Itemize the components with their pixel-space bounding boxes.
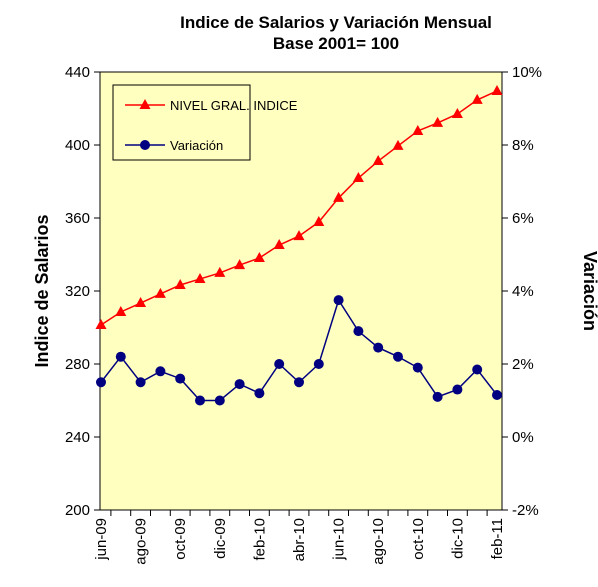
marker bbox=[214, 266, 226, 277]
marker bbox=[135, 297, 147, 308]
x-tick-label: feb-10 bbox=[251, 518, 268, 561]
marker bbox=[95, 318, 107, 329]
y-tick-label: 360 bbox=[65, 210, 90, 227]
legend-marker bbox=[140, 140, 150, 150]
x-tick-label: dic-10 bbox=[449, 518, 466, 559]
y-tick-label: 440 bbox=[65, 64, 90, 81]
y2-axis-title: Variación bbox=[580, 251, 598, 331]
marker bbox=[412, 124, 424, 135]
legend-box bbox=[112, 84, 251, 161]
marker bbox=[96, 377, 106, 388]
marker bbox=[472, 364, 483, 375]
y2-tick-label: 2% bbox=[512, 356, 534, 373]
marker bbox=[234, 259, 246, 270]
y-tick-label: 240 bbox=[65, 429, 90, 446]
legend-label: NIVEL GRAL. INDICE bbox=[170, 98, 298, 113]
marker bbox=[491, 84, 503, 95]
x-tick-label: abr-10 bbox=[291, 518, 308, 561]
marker bbox=[412, 362, 423, 373]
marker bbox=[273, 239, 285, 250]
y2-tick-label: 10% bbox=[512, 64, 542, 81]
y-tick-label: 400 bbox=[65, 137, 90, 154]
x-tick-label: ago-09 bbox=[133, 518, 150, 565]
chart-title: Indice de Salarios y Variación Mensual bbox=[180, 13, 492, 32]
marker bbox=[392, 139, 404, 150]
marker bbox=[293, 230, 305, 241]
marker bbox=[492, 390, 502, 401]
marker bbox=[432, 391, 443, 402]
x-tick-label: jun-10 bbox=[331, 518, 348, 561]
y2-tick-label: 8% bbox=[512, 137, 534, 154]
y-tick-label: 320 bbox=[65, 283, 90, 300]
marker bbox=[333, 191, 345, 202]
y2-tick-label: -2% bbox=[512, 502, 539, 519]
x-tick-label: dic-09 bbox=[212, 518, 229, 559]
marker bbox=[372, 155, 384, 166]
y-tick-label: 200 bbox=[65, 502, 90, 519]
marker bbox=[115, 305, 127, 316]
marker bbox=[194, 272, 206, 283]
marker bbox=[432, 116, 444, 127]
marker bbox=[195, 395, 205, 406]
marker bbox=[471, 93, 483, 104]
marker bbox=[135, 377, 146, 388]
x-tick-label: oct-10 bbox=[410, 518, 427, 560]
marker bbox=[155, 366, 166, 377]
legend-marker bbox=[139, 99, 151, 109]
marker bbox=[234, 379, 245, 390]
y2-tick-label: 6% bbox=[512, 210, 534, 227]
x-tick-label: ago-10 bbox=[370, 518, 387, 565]
x-tick-label: feb-11 bbox=[489, 518, 506, 559]
marker bbox=[175, 373, 186, 384]
marker bbox=[154, 287, 166, 298]
marker bbox=[253, 251, 265, 262]
marker bbox=[393, 351, 403, 362]
y2-tick-label: 0% bbox=[512, 429, 534, 446]
marker bbox=[174, 278, 186, 289]
chart-subtitle: Base 2001= 100 bbox=[273, 34, 399, 53]
marker bbox=[352, 172, 364, 183]
y2-tick-label: 4% bbox=[512, 283, 534, 300]
y-tick-label: 280 bbox=[65, 356, 90, 373]
marker bbox=[313, 216, 325, 227]
marker bbox=[333, 295, 344, 306]
x-tick-label: oct-09 bbox=[172, 518, 189, 560]
marker bbox=[274, 359, 285, 369]
marker bbox=[313, 359, 324, 369]
y-axis-title: Indice de Salarios bbox=[32, 214, 52, 367]
legend-label: Variación bbox=[170, 138, 223, 153]
marker bbox=[451, 107, 463, 118]
marker bbox=[214, 395, 225, 406]
marker bbox=[294, 377, 304, 388]
marker bbox=[115, 351, 126, 362]
marker bbox=[452, 384, 463, 395]
marker bbox=[353, 326, 364, 337]
x-tick-label: jun-09 bbox=[93, 518, 110, 561]
marker bbox=[254, 388, 265, 399]
marker bbox=[373, 342, 384, 353]
